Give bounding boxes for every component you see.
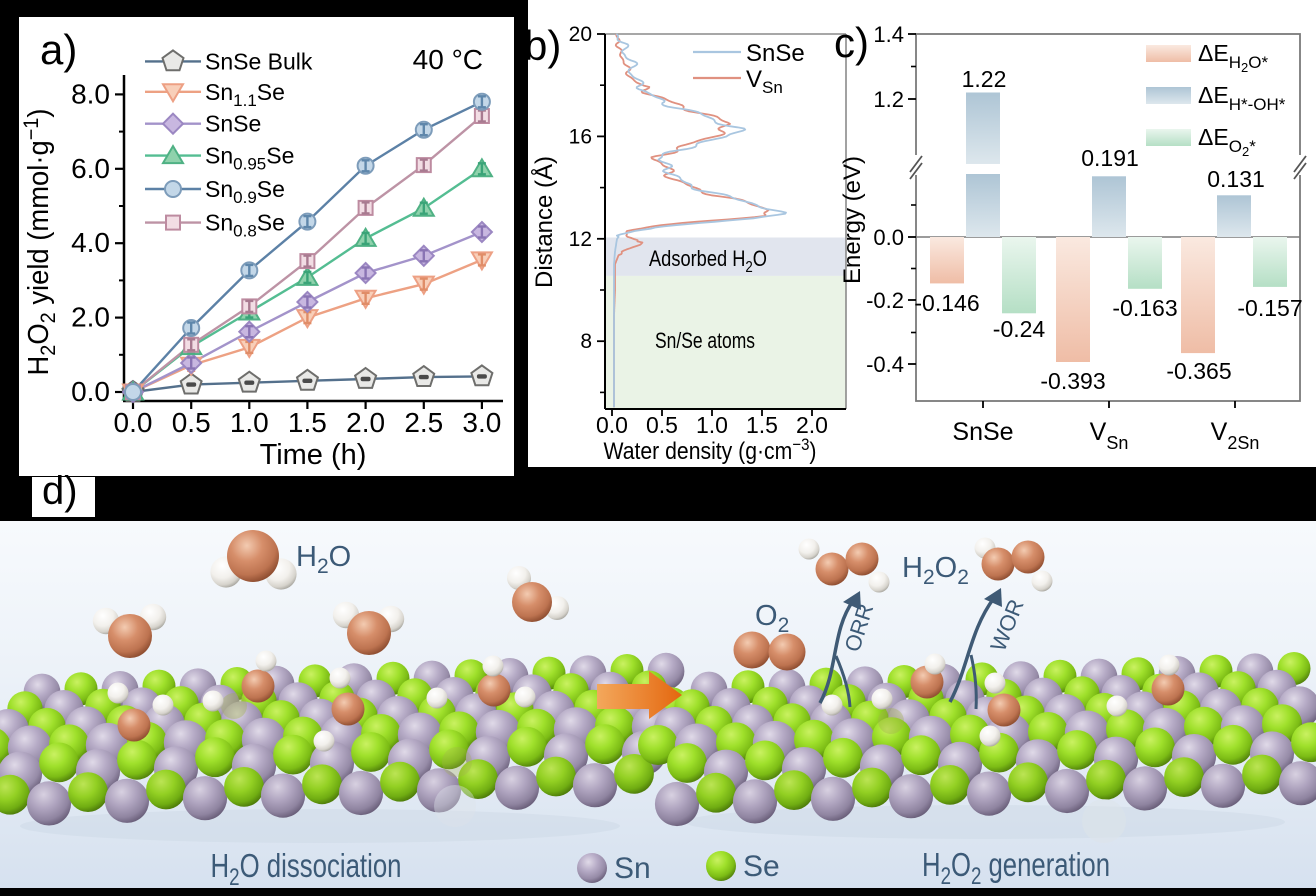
svg-text:0.5: 0.5 — [646, 412, 678, 438]
svg-text:2.5: 2.5 — [404, 407, 443, 438]
svg-text:12: 12 — [569, 228, 592, 251]
svg-text:2.0: 2.0 — [346, 407, 385, 438]
svg-text:0.0: 0.0 — [71, 376, 110, 407]
svg-text:0.0: 0.0 — [596, 412, 628, 438]
svg-text:Sn0.95Se: Sn0.95Se — [205, 143, 294, 174]
svg-text:16: 16 — [569, 125, 592, 148]
svg-text:VSn: VSn — [1090, 418, 1129, 453]
svg-text:-0.163: -0.163 — [1112, 295, 1177, 321]
svg-text:-0.24: -0.24 — [993, 316, 1046, 342]
svg-text:SnSe: SnSe — [205, 111, 261, 137]
svg-text:8.0: 8.0 — [71, 78, 110, 109]
svg-text:0.0: 0.0 — [873, 225, 904, 250]
svg-text:-0.146: -0.146 — [914, 290, 979, 316]
svg-text:-0.2: -0.2 — [866, 288, 904, 313]
svg-text:1.2: 1.2 — [873, 87, 904, 112]
svg-text:Distance (Å): Distance (Å) — [530, 156, 558, 288]
svg-text:ΔEH*-OH*: ΔEH*-OH* — [1198, 82, 1286, 114]
svg-text:1.22: 1.22 — [962, 66, 1007, 92]
svg-text:6.0: 6.0 — [71, 153, 110, 184]
svg-text:Energy (eV): Energy (eV) — [839, 156, 866, 284]
svg-text:VSn: VSn — [746, 66, 783, 97]
svg-text:-0.157: -0.157 — [1237, 295, 1302, 321]
svg-text:SnSe Bulk: SnSe Bulk — [205, 48, 313, 74]
svg-text:Sn/Se atoms: Sn/Se atoms — [655, 328, 755, 353]
svg-text:Se: Se — [743, 850, 780, 883]
svg-text:0.131: 0.131 — [1207, 166, 1265, 192]
svg-text:4.0: 4.0 — [71, 227, 110, 258]
svg-text:1.0: 1.0 — [696, 412, 728, 438]
svg-text:0.5: 0.5 — [172, 407, 211, 438]
svg-text:ΔEO2*: ΔEO2* — [1198, 124, 1256, 159]
svg-text:H2O2 generation: H2O2 generation — [922, 846, 1110, 888]
svg-text:-0.4: -0.4 — [866, 352, 904, 377]
svg-text:Water density (g·cm−3): Water density (g·cm−3) — [604, 435, 817, 465]
svg-text:SnSe: SnSe — [746, 40, 805, 67]
svg-text:0.0: 0.0 — [114, 407, 153, 438]
svg-text:-0.393: -0.393 — [1040, 368, 1105, 394]
svg-text:20: 20 — [569, 23, 592, 46]
svg-text:SnSe: SnSe — [952, 418, 1013, 446]
svg-text:H2O: H2O — [296, 541, 351, 578]
svg-text:V2Sn: V2Sn — [1211, 418, 1260, 453]
svg-text:Sn: Sn — [614, 852, 651, 885]
svg-text:1.4: 1.4 — [873, 22, 904, 47]
svg-text:Sn0.8Se: Sn0.8Se — [205, 210, 285, 241]
svg-text:Sn1.1Se: Sn1.1Se — [205, 79, 285, 110]
svg-text:c): c) — [834, 19, 869, 66]
svg-text:0.191: 0.191 — [1081, 145, 1139, 171]
svg-text:3.0: 3.0 — [462, 407, 501, 438]
svg-text:a): a) — [40, 26, 77, 73]
svg-text:2.0: 2.0 — [796, 412, 828, 438]
svg-text:b): b) — [528, 22, 561, 69]
svg-text:8: 8 — [580, 330, 592, 353]
svg-text:1.5: 1.5 — [288, 407, 327, 438]
svg-text:Time (h): Time (h) — [260, 439, 367, 471]
svg-text:1.5: 1.5 — [746, 412, 778, 438]
svg-text:ΔEH2O*: ΔEH2O* — [1198, 40, 1268, 75]
svg-text:-0.365: -0.365 — [1166, 358, 1231, 384]
svg-text:H2O dissociation: H2O dissociation — [211, 847, 402, 888]
svg-text:2.0: 2.0 — [71, 302, 110, 333]
svg-text:H2O2 yield (mmol·g−1): H2O2 yield (mmol·g−1) — [20, 109, 60, 376]
svg-text:Sn0.9Se: Sn0.9Se — [205, 176, 285, 207]
svg-text:40 °C: 40 °C — [413, 44, 483, 75]
svg-text:1.0: 1.0 — [230, 407, 269, 438]
